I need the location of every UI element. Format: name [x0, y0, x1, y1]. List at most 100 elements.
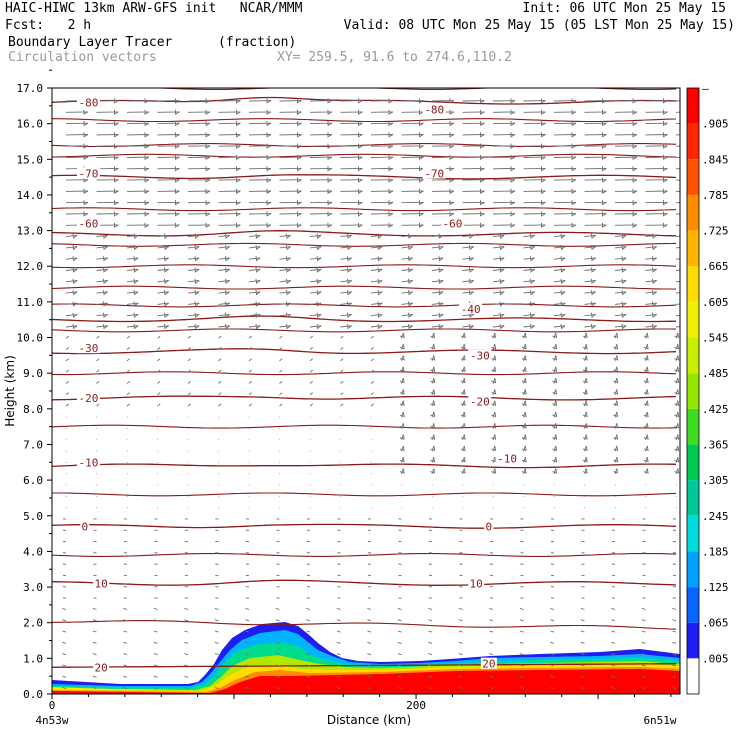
wind-vector-head [419, 177, 424, 183]
wind-vector [645, 234, 657, 238]
wind-vector-head [613, 366, 619, 372]
wind-vector [401, 313, 413, 317]
wind-vector-head [316, 312, 322, 318]
wind-vector-head [347, 267, 352, 273]
wind-vector-head [469, 312, 474, 318]
contour-label: 0 [486, 520, 493, 533]
wind-vector-head [144, 200, 150, 206]
wind-vector-head [652, 323, 657, 330]
wind-vector [306, 630, 311, 633]
wind-vector-head [194, 244, 200, 251]
colorbar-label: .665 [702, 260, 729, 273]
wind-vector [492, 291, 505, 294]
wind-vector-head [674, 400, 680, 406]
wind-vector-head [133, 290, 139, 296]
wind-vector-head [643, 434, 649, 440]
wind-vector [336, 619, 341, 622]
wind-vector-head [591, 256, 596, 262]
wind-vector [340, 335, 344, 339]
wind-vector [458, 687, 463, 690]
wind-vector [309, 325, 322, 328]
wind-vector-head [205, 109, 211, 115]
wind-vector [248, 280, 261, 283]
wind-vector [550, 675, 555, 678]
wind-vector-head [316, 323, 322, 330]
wind-vector-head [297, 98, 302, 104]
wind-vector-head [541, 154, 546, 161]
wind-vector-head [377, 323, 383, 330]
wind-vector-head [327, 200, 333, 206]
wind-vector [62, 664, 67, 667]
wind-vector [675, 366, 679, 373]
wind-vector [157, 234, 169, 238]
wind-vector [675, 235, 680, 238]
wind-vector [157, 392, 161, 396]
colorbar-label: .905 [702, 118, 729, 131]
wind-vector-head [419, 132, 424, 138]
wind-vector-head [236, 177, 241, 183]
colorbar-label: .305 [702, 474, 729, 487]
wind-vector [248, 302, 261, 305]
wind-vector-head [430, 355, 436, 361]
isotherm-line [52, 285, 676, 290]
wind-vector-head [83, 188, 89, 194]
wind-vector [62, 675, 67, 678]
wind-vector [428, 664, 433, 667]
wind-vector-head [510, 188, 516, 194]
wind-vector-head [103, 267, 108, 273]
wind-vector-head [491, 423, 497, 429]
wind-vector [218, 280, 230, 283]
wind-vector [187, 291, 200, 294]
wind-vector-head [460, 400, 466, 406]
wind-vector-head [133, 256, 139, 262]
wind-vector [187, 380, 191, 384]
wind-vector-head [491, 332, 497, 339]
contour-label: -60 [78, 217, 98, 230]
circulation-vectors-layer [62, 98, 680, 690]
wind-vector [550, 664, 555, 667]
wind-vector-head [521, 434, 527, 440]
wind-vector [275, 653, 280, 656]
wind-vector [370, 369, 374, 373]
wind-vector [126, 347, 130, 350]
wind-vector [65, 358, 69, 362]
wind-vector [645, 389, 648, 395]
isotherm-line [52, 424, 677, 429]
wind-vector-head [103, 244, 108, 251]
colorbar-swatch [687, 515, 699, 552]
wind-vector [126, 369, 130, 373]
wind-vector-head [521, 332, 527, 339]
isotherm-line [52, 242, 677, 247]
wind-vector-head [510, 109, 516, 115]
wind-vector [306, 687, 311, 690]
wind-vector [248, 268, 261, 271]
wind-vector [584, 234, 596, 238]
wind-vector-head [419, 166, 424, 172]
y-tick-label: 12.0 [17, 260, 44, 273]
wind-vector [370, 234, 383, 238]
colorbar-swatch [687, 408, 699, 445]
wind-vector-head [358, 121, 363, 127]
wind-vector-head [602, 211, 607, 217]
wind-vector-head [674, 344, 680, 350]
colorbar-label: .845 [702, 153, 729, 166]
wind-vector [614, 302, 627, 305]
wind-vector-head [430, 366, 436, 372]
wind-vector [584, 457, 587, 463]
wind-vector-head [621, 290, 627, 296]
wind-vector-head [419, 222, 424, 228]
wind-vector [157, 335, 161, 339]
wind-vector [126, 280, 139, 283]
wind-vector [645, 257, 657, 260]
wind-vector-head [469, 233, 474, 239]
wind-vector-head [521, 378, 527, 384]
wind-vector [248, 392, 252, 396]
wind-vector-head [83, 121, 89, 127]
wind-vector [550, 687, 555, 690]
wind-vector [184, 619, 189, 622]
wind-vector-head [552, 366, 558, 372]
wind-vector [675, 457, 679, 463]
wind-vector [218, 313, 230, 317]
wind-vector-head [613, 434, 619, 440]
wind-vector [65, 234, 78, 238]
